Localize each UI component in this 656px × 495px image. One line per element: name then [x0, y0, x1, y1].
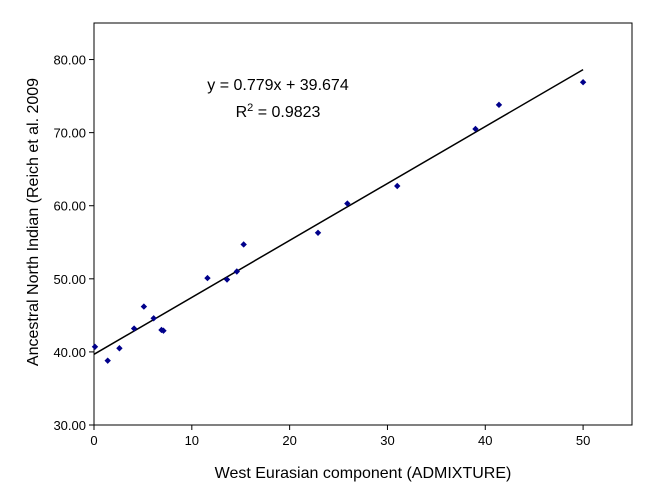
- x-tick-label: 50: [576, 433, 590, 448]
- data-point: [240, 241, 247, 248]
- y-tick-label: 40.00: [53, 345, 86, 360]
- x-tick-label: 40: [478, 433, 492, 448]
- r-squared-value: = 0.9823: [253, 104, 320, 121]
- data-points: [91, 79, 587, 364]
- data-point: [204, 274, 211, 282]
- data-point: [104, 357, 111, 364]
- data-point: [223, 276, 231, 283]
- x-axis-title: West Eurasian component (ADMIXTURE): [215, 465, 512, 482]
- r-squared-superscript: 2: [247, 102, 253, 114]
- r-squared-r: R: [236, 104, 248, 121]
- y-tick-label: 50.00: [53, 272, 86, 287]
- data-point: [314, 229, 322, 236]
- data-point: [472, 125, 479, 133]
- data-point: [233, 268, 241, 275]
- plot-area: [93, 22, 633, 426]
- x-tick-label: 0: [90, 433, 97, 448]
- trendline-equation: y = 0.779x + 39.674: [207, 77, 349, 94]
- data-point: [394, 182, 401, 190]
- data-point: [150, 315, 157, 322]
- y-tick-label: 80.00: [53, 53, 86, 68]
- y-tick-label: 70.00: [53, 126, 86, 141]
- data-point: [344, 200, 351, 207]
- y-tick-label: 60.00: [53, 199, 86, 214]
- x-tick-label: 20: [282, 433, 296, 448]
- data-point: [91, 343, 99, 350]
- r-squared-label: R2 = 0.9823: [236, 102, 321, 121]
- data-point: [579, 79, 587, 86]
- data-point: [130, 325, 138, 332]
- data-point: [160, 327, 167, 334]
- y-tick-label: 30.00: [53, 418, 86, 433]
- x-tick-label: 10: [185, 433, 199, 448]
- data-point: [116, 345, 123, 352]
- trendline: [93, 68, 584, 355]
- data-point: [495, 101, 503, 109]
- y-axis-title: Ancestral North Indian (Reich et al. 200…: [25, 78, 42, 366]
- x-tick-label: 30: [380, 433, 394, 448]
- data-point: [140, 303, 148, 310]
- x-axis-ticks: 0 10 20 30 40 50: [90, 425, 590, 448]
- y-axis-ticks: 30.00 40.00 50.00 60.00 70.00 80.00: [53, 53, 94, 433]
